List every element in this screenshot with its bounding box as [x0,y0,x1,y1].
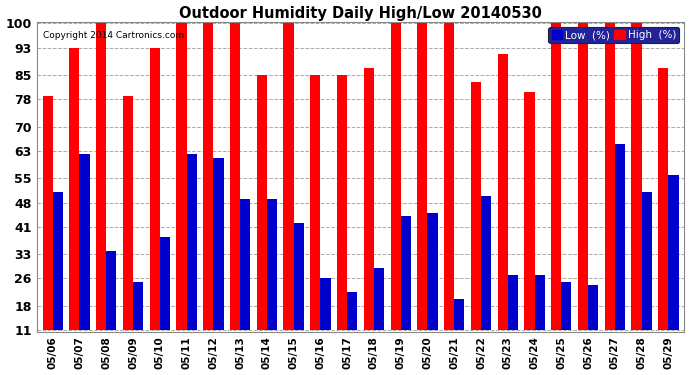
Bar [347,292,357,330]
Bar [52,192,63,330]
Bar [257,75,267,330]
Bar [401,216,411,330]
Bar [123,96,133,330]
Bar [615,144,625,330]
Bar [133,282,144,330]
Bar [69,48,79,330]
Bar [454,299,464,330]
Bar [669,175,678,330]
Bar [631,24,642,330]
Bar [337,75,347,330]
Legend: Low  (%), High  (%): Low (%), High (%) [549,27,679,43]
Bar [497,54,508,330]
Bar [471,82,481,330]
Text: Copyright 2014 Cartronics.com: Copyright 2014 Cartronics.com [43,31,184,40]
Bar [294,223,304,330]
Bar [96,24,106,330]
Bar [230,24,240,330]
Bar [417,24,428,330]
Bar [578,24,588,330]
Bar [310,75,320,330]
Bar [481,196,491,330]
Bar [79,154,90,330]
Bar [186,154,197,330]
Bar [642,192,652,330]
Bar [561,282,571,330]
Bar [284,24,294,330]
Bar [320,278,331,330]
Bar [588,285,598,330]
Bar [267,199,277,330]
Bar [43,96,52,330]
Bar [508,275,518,330]
Bar [428,213,437,330]
Bar [444,24,454,330]
Bar [150,48,160,330]
Bar [535,275,544,330]
Bar [240,199,250,330]
Bar [106,251,117,330]
Bar [391,24,401,330]
Bar [364,68,374,330]
Bar [160,237,170,330]
Bar [551,24,561,330]
Bar [524,92,535,330]
Bar [604,24,615,330]
Bar [203,24,213,330]
Bar [374,268,384,330]
Title: Outdoor Humidity Daily High/Low 20140530: Outdoor Humidity Daily High/Low 20140530 [179,6,542,21]
Bar [213,158,224,330]
Bar [658,68,669,330]
Bar [177,24,186,330]
